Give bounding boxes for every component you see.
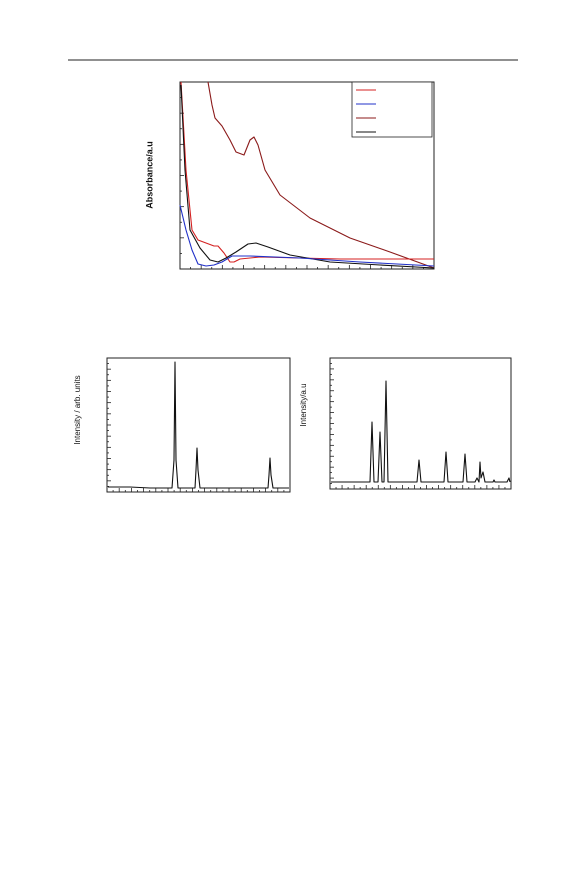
absorbance-figure: Absorbance/a.u [144,81,435,270]
diffractogram [331,380,511,483]
plot-frame [329,357,512,490]
legend [351,81,433,138]
y-axis-label: Intensity/a.u [299,383,308,426]
y-axis-label: Absorbance/a.u [144,141,154,209]
y-axis-label: Intensity / arb. units [73,375,82,444]
curve [179,204,435,267]
curve [207,81,435,269]
ticks [330,363,506,489]
diffractogram [108,361,289,489]
curve [180,84,435,269]
ticks [107,363,285,492]
xrd-figure-right: Intensity/a.u [299,357,512,490]
ticks [180,97,424,269]
xrd-figure-left: Intensity / arb. units [73,357,291,493]
